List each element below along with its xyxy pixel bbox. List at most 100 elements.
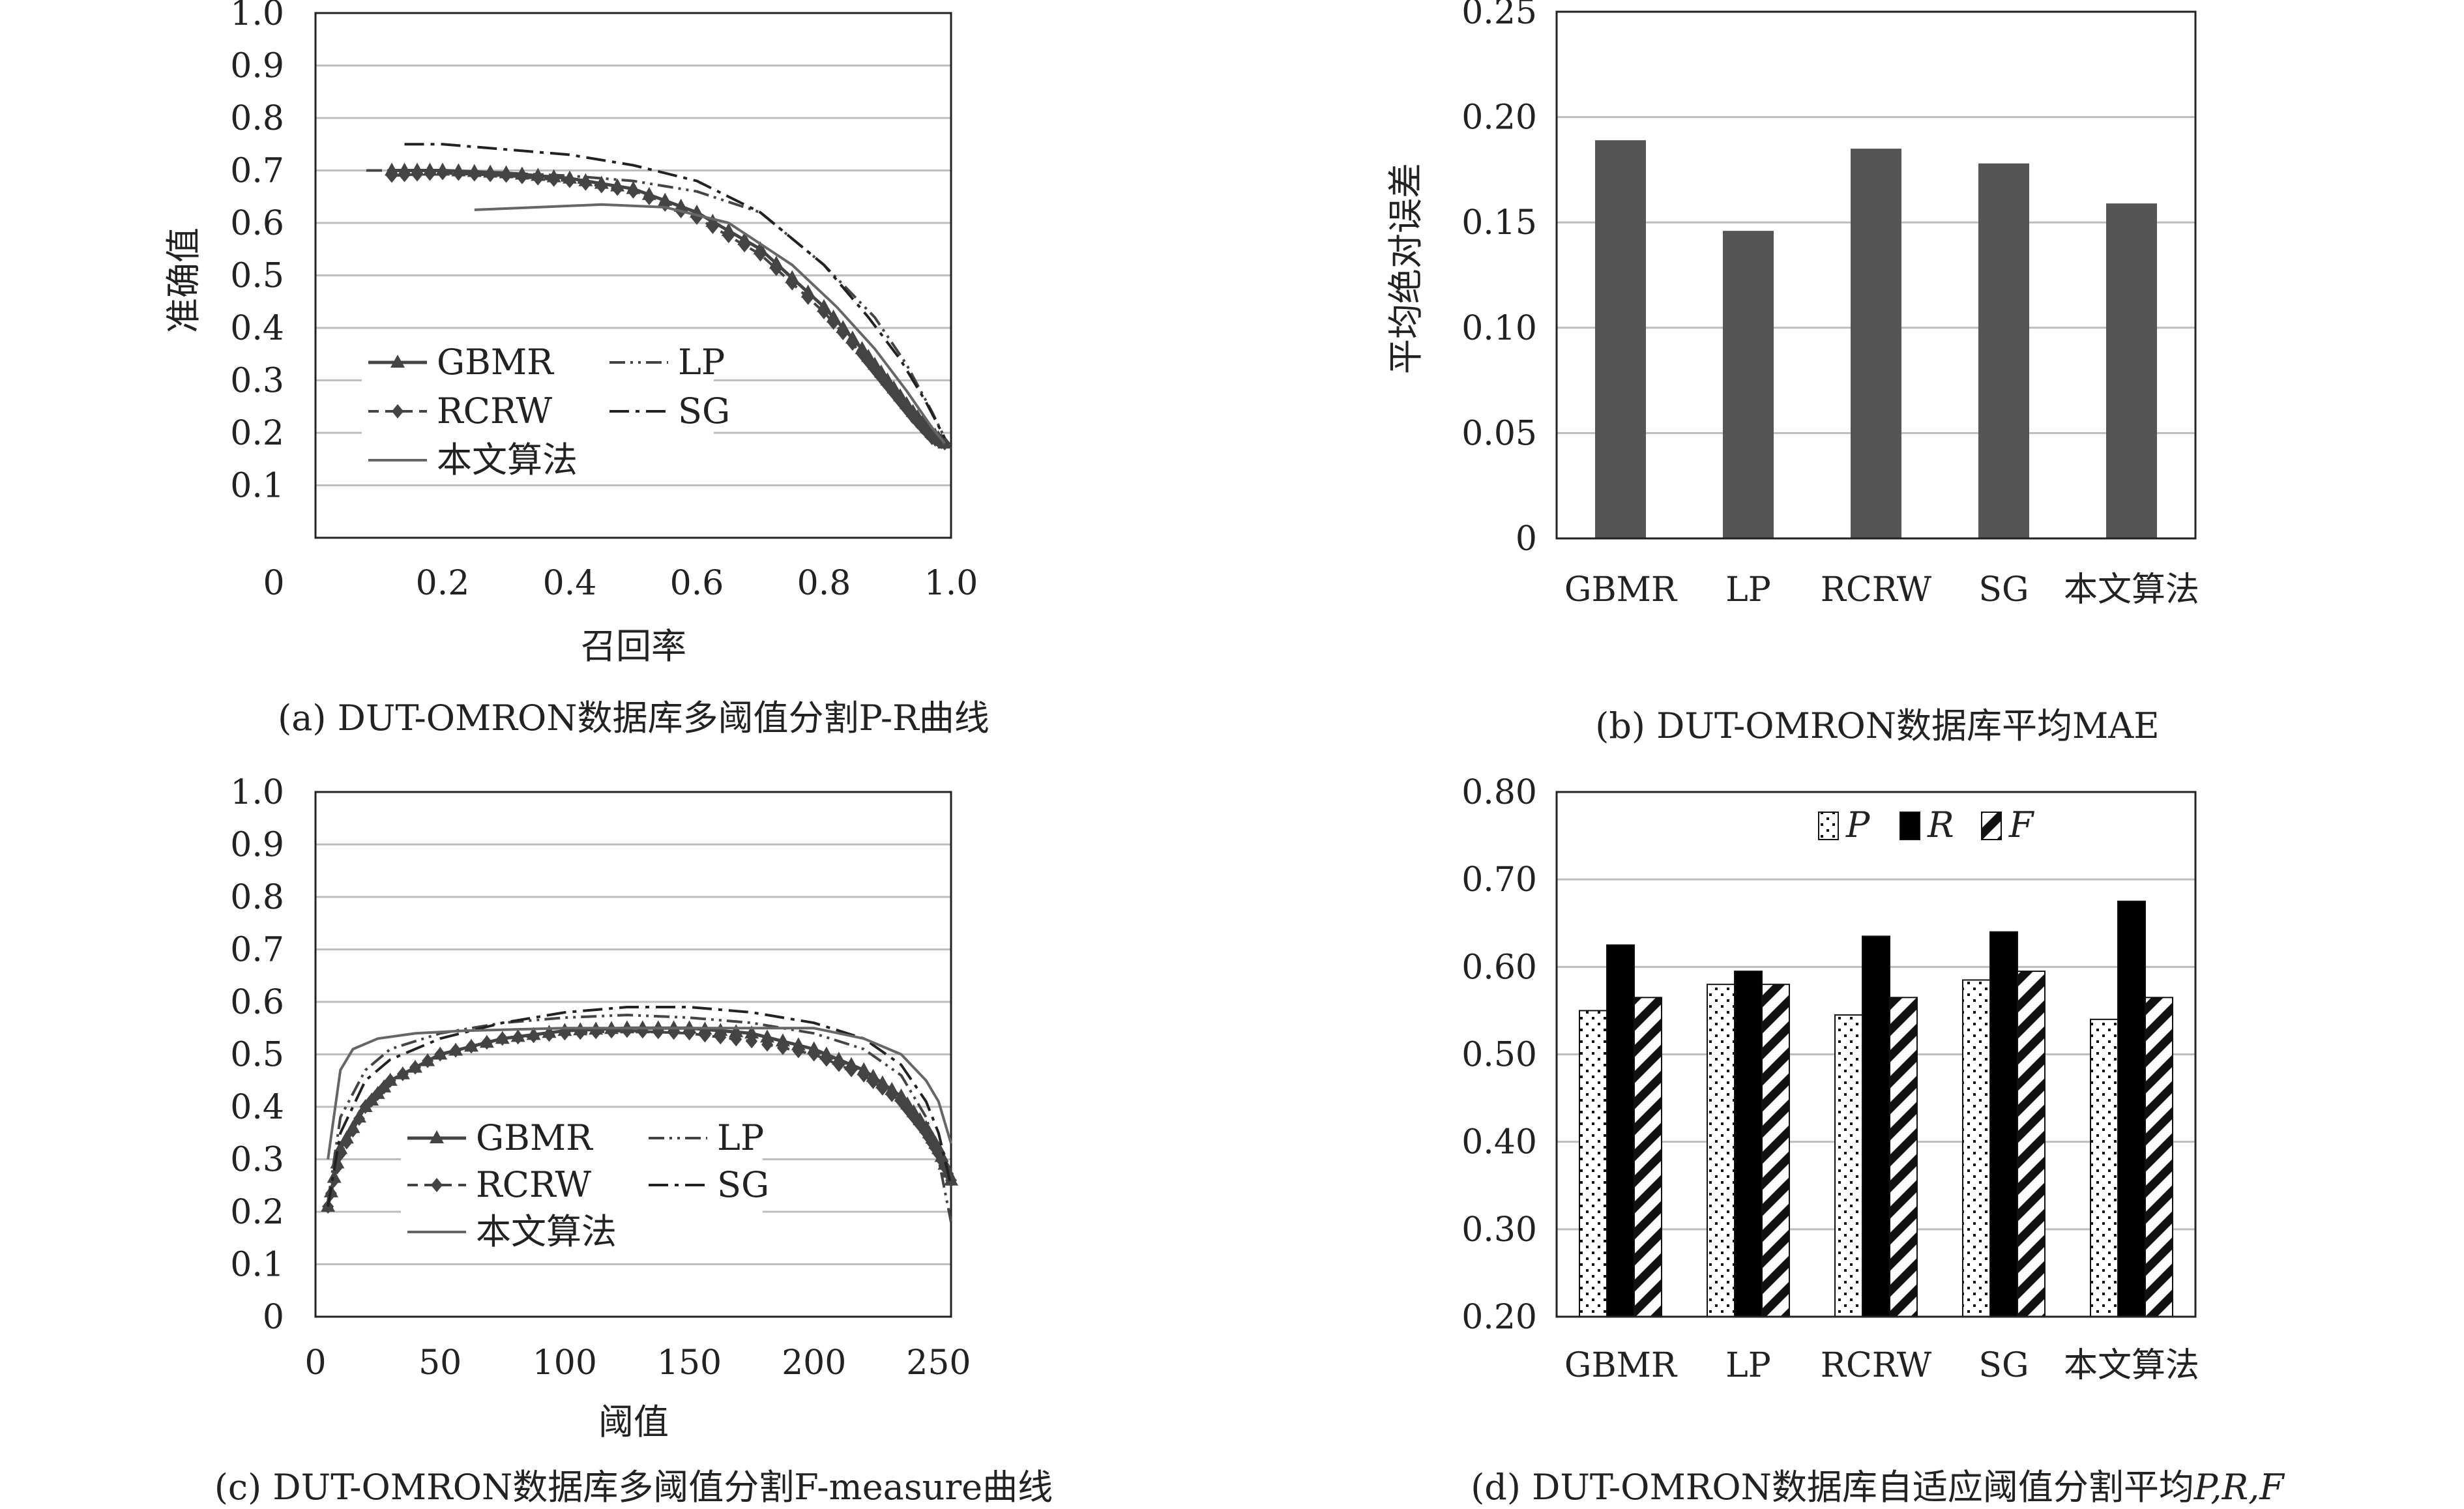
panel-c-legend-label: GBMR (476, 1117, 593, 1158)
panel-c-series-solid-triangle-point (775, 1033, 790, 1047)
panel-c-series-dashed-diamond-point (328, 1173, 340, 1188)
panel-c-y-tick-label: 0.4 (230, 1088, 284, 1127)
panel-c-series-solid-gray (327, 1027, 952, 1160)
panel-d-category-label: SG (1978, 1346, 2029, 1385)
panel-c-legend-marker (430, 1130, 444, 1143)
panel-b-category-label: LP (1725, 570, 1771, 609)
panel-a-legend-label: RCRW (437, 390, 552, 432)
panel-d-bar-f (1889, 997, 1918, 1317)
panel-a-series-dash-dot (404, 143, 946, 439)
panel-d-y-tick-label: 0.30 (1461, 1210, 1537, 1250)
panel-a-y-tick-label: 0.8 (230, 99, 284, 138)
panel-b-category-label: RCRW (1821, 570, 1932, 609)
panel-c-series-lines (321, 1006, 958, 1223)
panel-c-series-dashed-diamond-point (353, 1111, 365, 1126)
panel-c-series-dashed-diamond-point (914, 1118, 926, 1133)
panel-a-series-dashed-diamond-point (818, 304, 830, 319)
panel-a-series-dashed-diamond-point (875, 370, 887, 385)
panel-d-bar-p (1707, 984, 1735, 1317)
panel-d-bar-r (1606, 944, 1635, 1317)
panel-c-y-tick-label: 0.2 (230, 1193, 284, 1232)
panel-b-y-tick-label: 0.20 (1461, 98, 1537, 138)
panel-c-y-tick-label: 0.6 (230, 983, 284, 1022)
panel-d-category-label: 本文算法 (2064, 1346, 2199, 1385)
panel-d-legend-label: F (2008, 804, 2035, 845)
panel-c-legend-label: 本文算法 (476, 1211, 617, 1252)
panel-b-category-labels: GBMR LP RCRW SG 本文算法 (1564, 570, 2199, 609)
panel-b-ylabel: 平均绝对误差 (1385, 163, 1426, 374)
panel-c-x-tick-labels: 0 50 100 150 200 250 (304, 1343, 971, 1383)
panel-a-series-dashed-diamond-point (611, 181, 624, 196)
panel-c-y-tick-label: 0.3 (230, 1141, 284, 1180)
panel-d-y-tick-labels: 0.20 0.30 0.40 0.50 0.60 0.70 0.80 (1461, 773, 1537, 1337)
panel-d-bar-p (1834, 1014, 1863, 1317)
panel-b-plot-frame (1555, 10, 2197, 540)
panel-a-series-dashed-diamond-point (548, 172, 560, 187)
panel-c-y-tick-label: 0.8 (230, 878, 284, 917)
panel-a-x-tick-label: 0.2 (416, 564, 470, 603)
panel-a-series-dashed-diamond-point (856, 347, 868, 362)
panel-a-series-dashed-diamond-point (770, 261, 782, 276)
panel-c-series-solid-triangle-point (760, 1029, 775, 1043)
panel-d-category-label: LP (1725, 1346, 1771, 1385)
panel-c-series-solid-triangle-point (729, 1024, 744, 1038)
panel-a-series-dashed-diamond-point (398, 168, 411, 183)
panel-b-bar (1595, 140, 1646, 539)
panel-c-caption: (c) DUT-OMRON数据库多阈值分割F-measure曲线 (214, 1467, 1053, 1508)
panel-d-category-label: GBMR (1564, 1346, 1678, 1385)
panel-b-y-tick-label: 0.05 (1461, 414, 1537, 453)
panel-c-legend: GBMR LP RCRW SG 本文算法 (401, 1115, 769, 1255)
panel-a-series-dashed-diamond-point (802, 290, 814, 305)
panel-a-series-dashed-diamond-point (862, 355, 875, 370)
panel-a-series-dashed-diamond-point (424, 166, 436, 181)
panel-c-series-dashed-diamond-point (907, 1110, 920, 1125)
panel-b-caption: (b) DUT-OMRON数据库平均MAE (1595, 705, 2159, 746)
panel-c-x-tick-label: 150 (657, 1343, 722, 1383)
panel-c-series-dashed-diamond-point (409, 1060, 421, 1075)
panel-a-x-tick-label: 0.8 (797, 564, 851, 603)
panel-a-y-tick-label: 1.0 (230, 0, 284, 33)
panel-d-category-labels: GBMR LP RCRW SG 本文算法 (1564, 1346, 2199, 1385)
panel-d-bar-f (2145, 997, 2173, 1317)
panel-c-plot-frame (314, 791, 952, 1318)
panel-c-series-dashed-diamond-point (761, 1037, 774, 1052)
panel-c-series-dashed-diamond-point (902, 1102, 914, 1117)
panel-c-y-tick-label: 1.0 (230, 773, 284, 812)
panel-a-y-tick-label: 0.5 (230, 257, 284, 296)
panel-a-legend-label: 本文算法 (437, 439, 578, 480)
panel-c-series-dashed-diamond-point (845, 1062, 858, 1077)
panel-d-legend-swatch (1981, 812, 2002, 840)
panel-c-series-dashed-diamond-point (465, 1039, 477, 1054)
panel-a-series-dashed-diamond-point (516, 169, 528, 184)
panel-a-legend-label: GBMR (437, 342, 554, 383)
panel-c-series-solid-triangle-point (744, 1025, 759, 1039)
panel-c-series-dashed-diamond-point (340, 1135, 353, 1150)
panel-a-series-dashed-diamond-point (386, 168, 398, 183)
panel-d-caption-italic: P,R,F (2193, 1467, 2285, 1508)
panel-c-legend-label: SG (717, 1164, 769, 1205)
panel-d-bar-p (1579, 1010, 1607, 1317)
panel-a-y-tick-label: 0.2 (230, 414, 284, 453)
panel-a-y-tick-label: 0.6 (230, 204, 284, 243)
panel-a-series-dashed-diamond-point (437, 166, 448, 181)
panel-c-series-dashed-diamond-point (832, 1057, 845, 1072)
panel-a-series-dashed-diamond-point (484, 168, 497, 183)
panel-b-category-label: SG (1978, 570, 2029, 609)
panel-a-series-dashed-diamond-point (786, 276, 799, 291)
panel-a-y-tick-label: 0.7 (230, 152, 284, 191)
panel-c-y-tick-label: 0.7 (230, 931, 284, 970)
panel-c-y-tick-label: 0.1 (230, 1246, 284, 1285)
panel-c-legend-label: LP (717, 1117, 764, 1158)
panel-c-x-tick-label: 100 (533, 1343, 597, 1383)
panel-c-series-dashed-diamond-point (730, 1032, 742, 1047)
panel-d-y-tick-label: 0.20 (1461, 1298, 1537, 1337)
panel-d-bar-r (1734, 971, 1763, 1317)
panel-d-y-tick-label: 0.40 (1461, 1123, 1537, 1162)
panel-b-bar (1851, 149, 1901, 538)
panel-b-y-tick-label: 0.25 (1461, 0, 1537, 32)
panel-b-y-tick-label: 0.15 (1461, 203, 1537, 242)
panel-d-y-tick-label: 0.80 (1461, 773, 1537, 812)
panel-a-caption: (a) DUT-OMRON数据库多阈值分割P-R曲线 (278, 697, 990, 739)
